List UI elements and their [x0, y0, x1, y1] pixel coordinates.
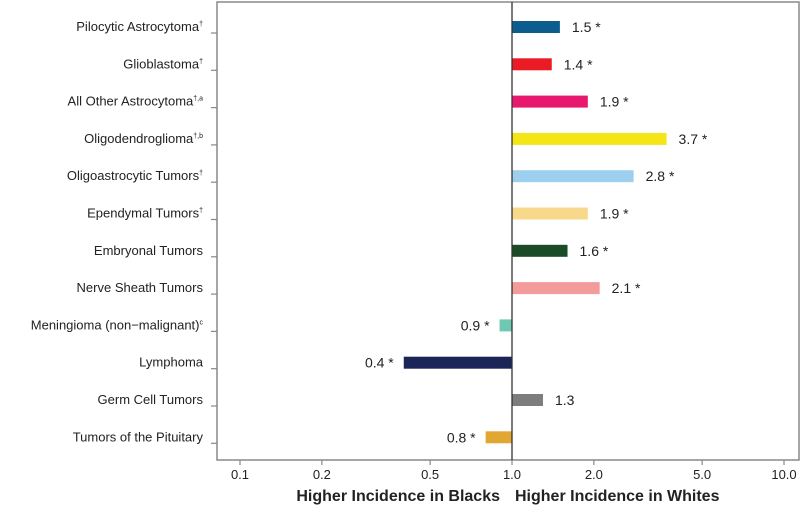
category-label: Pilocytic Astrocytoma†: [76, 19, 203, 34]
bar: [485, 431, 512, 444]
bar-value-label: 0.9 *: [461, 317, 490, 333]
x-tick-label: 2.0: [585, 467, 603, 482]
category-label: Oligoastrocytic Tumors†: [67, 168, 203, 183]
plot-area-frame: [216, 1, 800, 461]
category-label: All Other Astrocytoma†,a: [68, 94, 204, 109]
bar-value-label: 1.6 *: [580, 243, 609, 259]
bar: [499, 319, 512, 332]
bar: [512, 170, 634, 183]
bar: [512, 244, 568, 257]
x-tick-label: 5.0: [693, 467, 711, 482]
bar-value-label: 2.8 *: [646, 168, 675, 184]
category-label: Tumors of the Pituitary: [73, 429, 204, 444]
bar-value-label: 3.7 *: [679, 131, 708, 147]
x-tick-label: 0.1: [231, 467, 249, 482]
bars-group: 1.5 * 1.4 * 1.9 * 3.7 * 2.8 * 1.9 * 1.6 * 2.1 *…: [365, 19, 708, 445]
xlabel-left: Higher Incidence in Blacks: [296, 488, 500, 505]
category-label: Nerve Sheath Tumors: [77, 280, 204, 295]
bar-value-label: 1.5 *: [572, 19, 601, 35]
bar-value-label: 1.4 *: [564, 56, 593, 72]
bar: [512, 95, 588, 108]
bar: [512, 282, 600, 295]
category-label: Ependymal Tumors†: [87, 206, 203, 221]
bar-value-label: 2.1 *: [612, 280, 641, 296]
bar-value-label: 1.9 *: [600, 206, 629, 222]
x-tick-label: 0.5: [421, 467, 439, 482]
x-tick-label: 0.2: [313, 467, 331, 482]
x-tick-label: 10.0: [771, 467, 796, 482]
category-label: Lymphoma: [139, 355, 204, 370]
category-label: Meningioma (non−malignant)c: [31, 317, 204, 332]
x-tick-label: 1.0: [503, 467, 521, 482]
category-label: Germ Cell Tumors: [98, 392, 204, 407]
category-labels-group: Pilocytic Astrocytoma† Glioblastoma† All O…: [31, 19, 217, 444]
bar: [512, 207, 588, 220]
bar-value-label: 0.8 *: [447, 429, 476, 445]
xlabel-right: Higher Incidence in Whites: [515, 488, 720, 505]
category-label: Glioblastoma†: [123, 56, 203, 71]
bar: [403, 356, 512, 369]
bar: [512, 21, 560, 33]
bar-value-label: 0.4 *: [365, 355, 394, 371]
bar: [512, 58, 552, 71]
category-label: Oligodendroglioma†,b: [84, 131, 203, 146]
bar-value-label: 1.9 *: [600, 94, 629, 110]
bar: [512, 394, 543, 406]
x-axis-ticks-group: 0.1 0.2 0.5 1.0 2.0 5.0 10.0: [231, 460, 797, 482]
bar-value-label: 1.3: [555, 392, 575, 408]
bar: [512, 132, 667, 145]
category-label: Embryonal Tumors: [94, 243, 204, 258]
